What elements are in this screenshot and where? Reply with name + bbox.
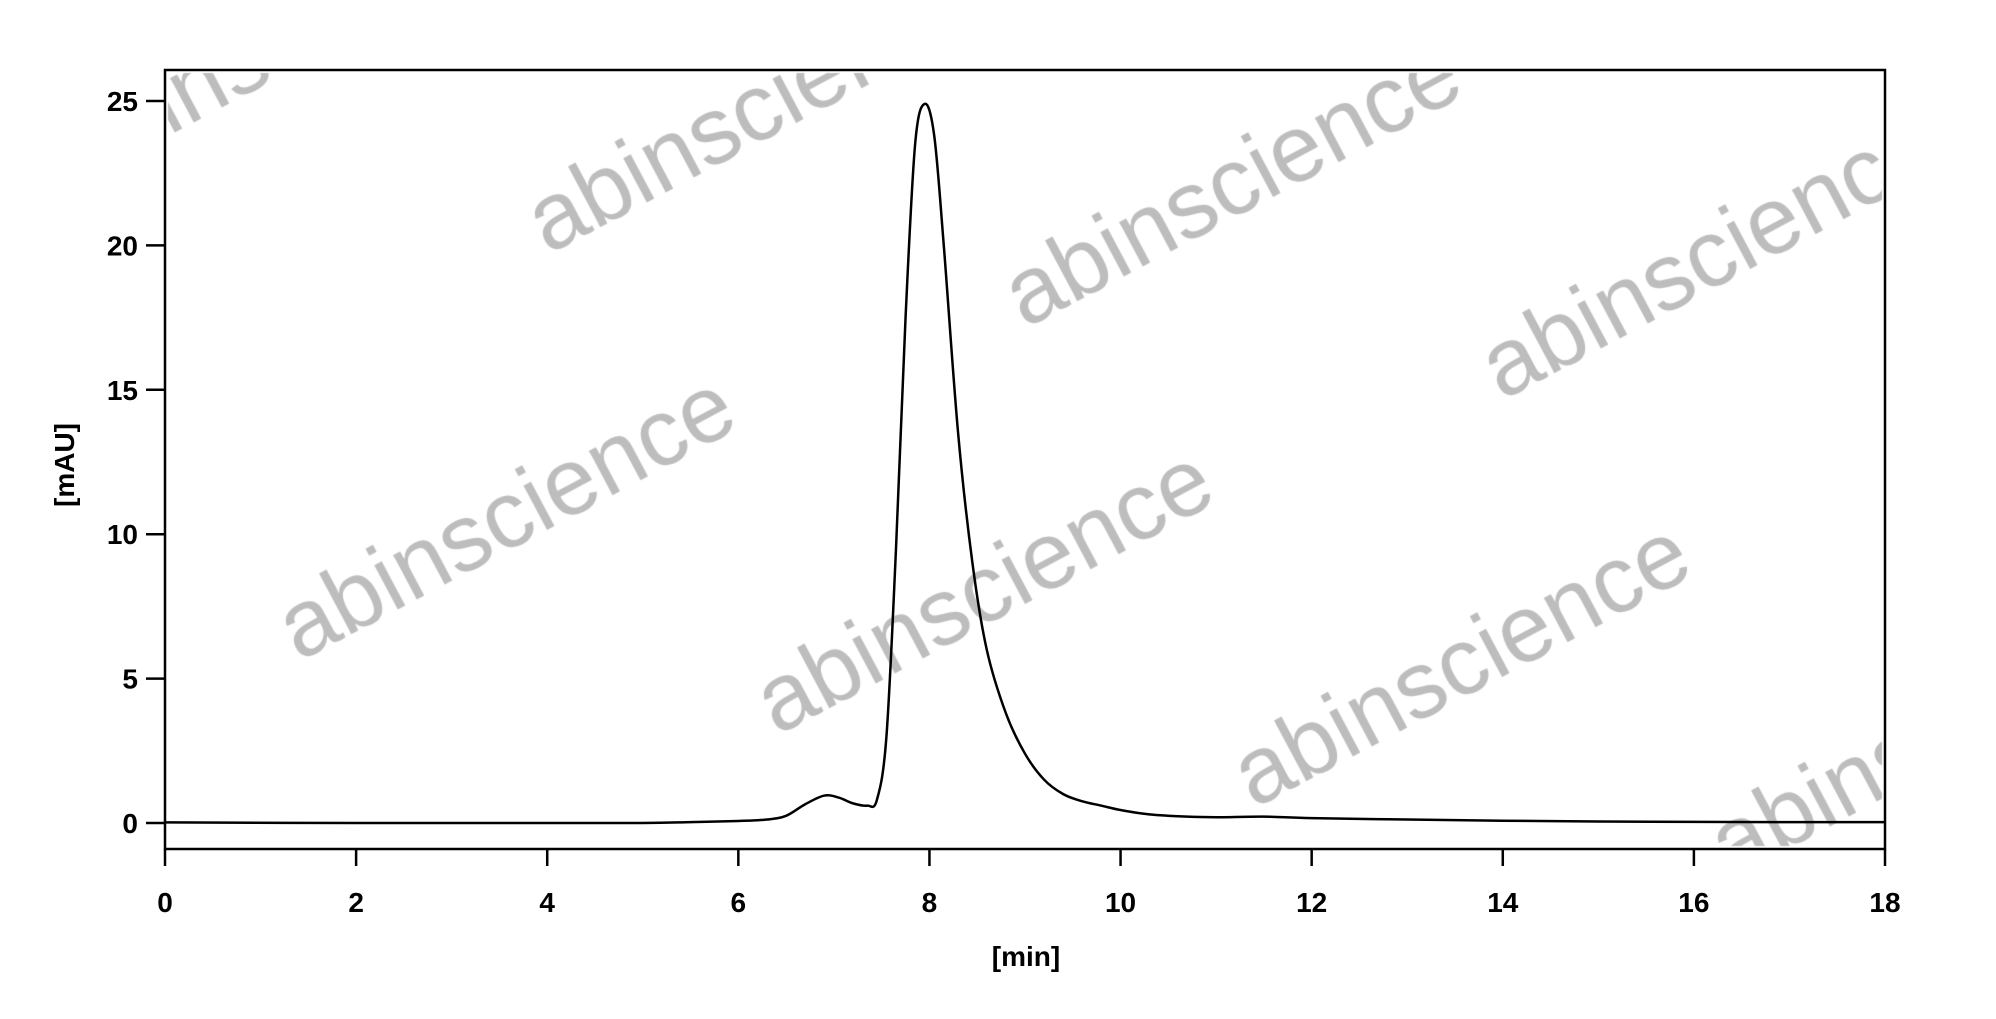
x-tick-label: 0 — [157, 887, 173, 918]
x-tick-label: 2 — [348, 887, 364, 918]
y-tick-label: 20 — [107, 230, 138, 261]
x-tick-label: 12 — [1296, 887, 1327, 918]
x-tick-label: 10 — [1105, 887, 1136, 918]
x-axis-label: [min] — [992, 941, 1060, 972]
x-tick-label: 18 — [1869, 887, 1900, 918]
x-tick-label: 8 — [922, 887, 938, 918]
x-tick-label: 16 — [1678, 887, 1709, 918]
chromatogram-trace — [164, 102, 1886, 825]
x-tick-label: 14 — [1487, 887, 1519, 918]
y-tick-label: 0 — [122, 808, 138, 839]
y-tick-label: 25 — [107, 86, 138, 117]
y-tick-label: 15 — [107, 375, 138, 406]
plot-frame — [163, 68, 1887, 851]
y-tick-label: 10 — [107, 519, 138, 550]
x-tick-label: 4 — [539, 887, 555, 918]
x-tick-label: 6 — [731, 887, 747, 918]
y-axis: 0 5 10 15 20 25 — [107, 86, 165, 839]
x-axis: 0 2 4 6 8 10 12 14 16 18 — [157, 849, 1901, 918]
y-axis-label: [mAU] — [49, 423, 80, 507]
y-tick-label: 5 — [122, 664, 138, 695]
